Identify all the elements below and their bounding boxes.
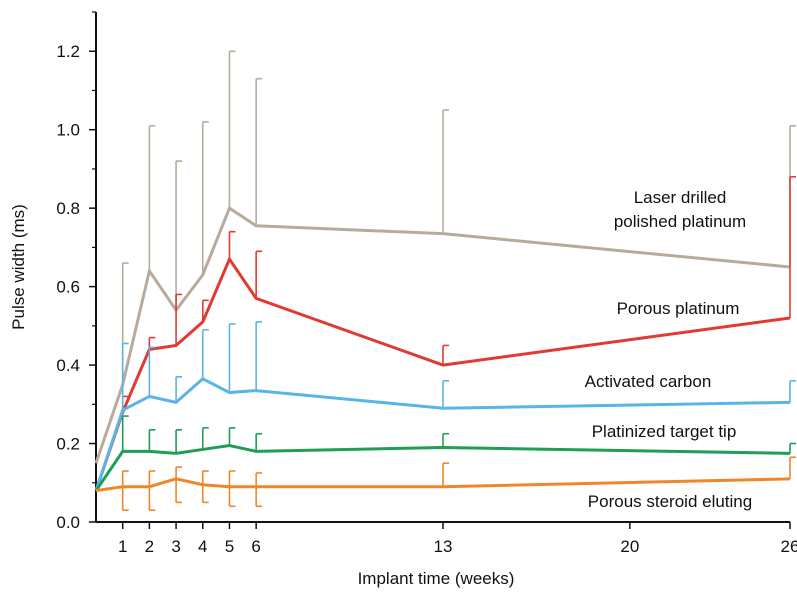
y-tick-label: 0.6 xyxy=(56,278,80,297)
series-porous-steroid-eluting xyxy=(95,456,796,512)
series-label: Platinized target tip xyxy=(592,422,737,441)
series-label: Porous platinum xyxy=(617,299,740,318)
series-porous-platinum xyxy=(94,175,796,492)
x-tick-label: 20 xyxy=(620,537,639,556)
y-tick-label: 1.0 xyxy=(56,121,80,140)
y-axis-title: Pulse width (ms) xyxy=(9,204,28,330)
x-tick-label: 5 xyxy=(225,537,234,556)
series-labels: Laser drilled polished platinum Porous pla… xyxy=(585,188,753,511)
series-line xyxy=(94,205,791,464)
x-tick-label: 1 xyxy=(118,537,127,556)
y-tick-label: 1.2 xyxy=(56,42,80,61)
series-label: Porous steroid eluting xyxy=(588,492,752,511)
x-axis-title: Implant time (weeks) xyxy=(358,569,515,588)
x-tick-label: 2 xyxy=(145,537,154,556)
series-line xyxy=(94,377,791,492)
y-tick-label: 0.8 xyxy=(56,199,80,218)
series-laser-drilled-polished-platinum xyxy=(94,50,796,464)
series-layer xyxy=(94,50,796,512)
x-tick-label: 26 xyxy=(781,537,797,556)
x-tick-label: 4 xyxy=(198,537,207,556)
series-line xyxy=(94,443,791,492)
y-tick-label: 0.2 xyxy=(56,435,80,454)
y-axis-ticks: 0.0 0.2 0.4 0.6 0.8 1.0 1.2 xyxy=(56,11,96,532)
series-label: Activated carbon xyxy=(585,372,712,391)
x-tick-label: 13 xyxy=(434,537,453,556)
series-label: Laser drilled polished platinum xyxy=(614,188,746,231)
x-axis-ticks: 1 2 3 4 5 6 13 20 26 xyxy=(118,522,797,556)
y-tick-label: 0.4 xyxy=(56,356,80,375)
series-line xyxy=(94,256,791,492)
x-tick-label: 3 xyxy=(171,537,180,556)
series-line xyxy=(95,477,791,493)
series-activated-carbon xyxy=(94,321,796,492)
y-tick-label: 0.0 xyxy=(56,513,80,532)
series-platinized-target-tip xyxy=(94,415,796,492)
x-tick-label: 6 xyxy=(251,537,260,556)
